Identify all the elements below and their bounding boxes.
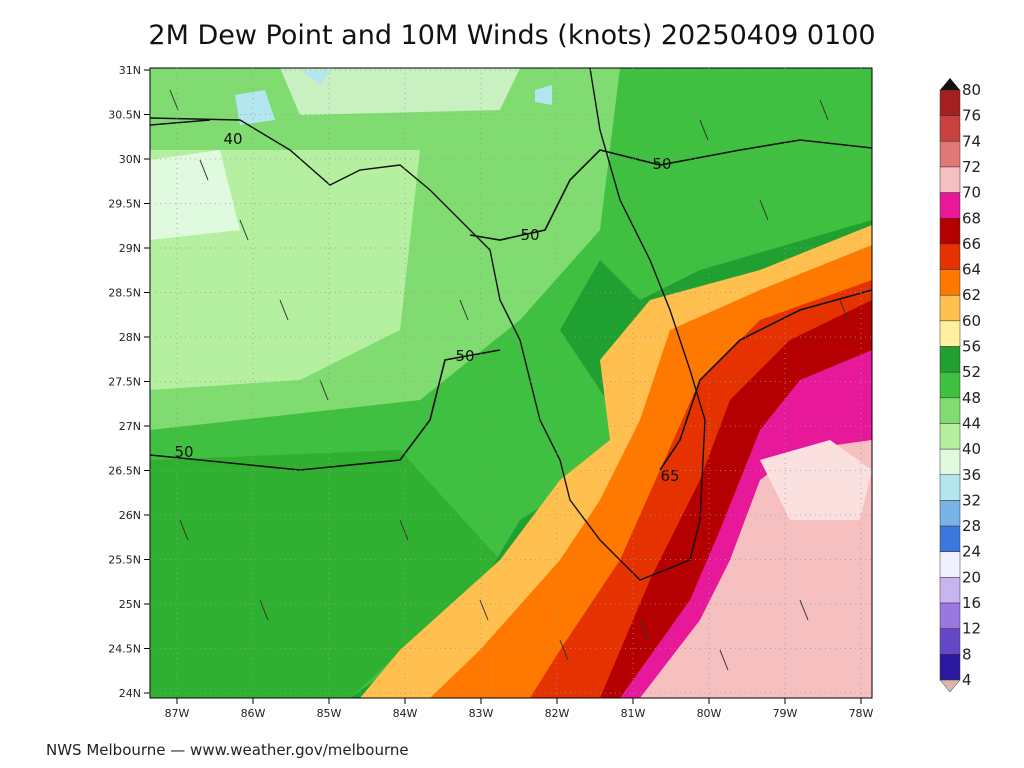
colorbar-cap [939,679,961,693]
colorbar-label: 12 [962,620,981,638]
colorbar-swatch [939,525,961,552]
lat-label: 28N [119,331,141,344]
lon-label: 84W [393,707,418,720]
lon-label: 83W [469,707,494,720]
colorbar-label: 64 [962,261,981,279]
colorbar-label: 66 [962,235,981,253]
lon-label: 78W [849,707,874,720]
colorbar-label: 76 [962,107,981,125]
contour-label: 50 [455,347,474,365]
colorbar-label: 40 [962,440,981,458]
lat-label: 29.5N [108,198,141,211]
footer: NWS Melbourne — www.weather.gov/melbourn… [46,741,409,759]
colorbar-label: 44 [962,414,981,432]
contour-label: 40 [223,130,242,148]
lat-label: 25.5N [108,554,141,567]
contour-label: 50 [652,155,671,173]
colorbar-label: 4 [962,671,972,689]
lat-label: 25N [119,598,141,611]
lat-label: 26N [119,509,141,522]
colorbar-label: 32 [962,491,981,509]
colorbar-swatch [939,474,961,501]
colorbar-swatch [939,448,961,476]
lat-label: 30N [119,153,141,166]
colorbar-swatch [939,346,961,373]
lon-label: 86W [241,707,266,720]
map-field [150,68,872,698]
colorbar-swatch [939,628,961,655]
lon-label: 81W [621,707,646,720]
lat-label: 28.5N [108,287,141,300]
colorbar-swatch [939,115,961,142]
colorbar-label: 72 [962,158,981,176]
lat-label: 24N [119,687,141,700]
contour-label: 50 [174,443,193,461]
lon-label: 87W [165,707,190,720]
colorbar-label: 52 [962,363,981,381]
colorbar-swatch [939,602,961,629]
lon-label: 80W [697,707,722,720]
lat-label: 31N [119,64,141,77]
colorbar-label: 20 [962,568,981,586]
colorbar-label: 62 [962,286,981,304]
lat-label: 24.5N [108,643,141,656]
colorbar-swatch [939,243,961,270]
colorbar-swatch [939,551,961,578]
colorbar-swatch [939,320,961,347]
lat-label: 26.5N [108,465,141,478]
colorbar-swatch [939,654,961,681]
contour-label: 65 [660,467,679,485]
colorbar-label: 80 [962,81,981,99]
colorbar-label: 60 [962,312,981,330]
colorbar-swatch [939,500,961,527]
colorbar-swatch [939,192,961,219]
colorbar-swatch [939,89,961,116]
colorbar-swatch [939,269,961,296]
colorbar-label: 68 [962,209,981,227]
colorbar-label: 48 [962,389,981,407]
wind-barbs [169,89,849,671]
contour-label: 50 [520,226,539,244]
colorbar-swatch [939,294,961,322]
lon-label: 85W [317,707,342,720]
lat-label: 29N [119,242,141,255]
colorbar-label: 16 [962,594,981,612]
colorbar: 8076747270686664626056524844403632282420… [939,78,981,693]
colorbar-swatch [939,166,961,193]
lat-label: 27N [119,420,141,433]
colorbar-cap [940,78,960,90]
colorbar-label: 28 [962,517,981,535]
colorbar-swatch [939,577,961,604]
colorbar-label: 24 [962,543,981,561]
colorbar-swatch [939,141,961,168]
lon-label: 82W [545,707,570,720]
colorbar-label: 74 [962,132,981,150]
colorbar-label: 8 [962,645,972,663]
lon-label: 79W [773,707,798,720]
title: 2M Dew Point and 10M Winds (knots) 20250… [148,20,875,51]
lat-label: 27.5N [108,376,141,389]
lat-label: 30.5N [108,109,141,122]
colorbar-label: 70 [962,184,981,202]
colorbar-swatch [939,371,961,399]
map-frame [149,67,873,699]
axes: 31N 30.5N 30N 29.5N 29N 28.5N 28N 27.5N 27N 26.5N… [108,64,873,720]
colorbar-label: 36 [962,466,981,484]
colorbar-label: 56 [962,338,981,356]
colorbar-swatch [939,218,961,245]
colorbar-swatch [939,397,961,424]
colorbar-swatch [939,423,961,450]
